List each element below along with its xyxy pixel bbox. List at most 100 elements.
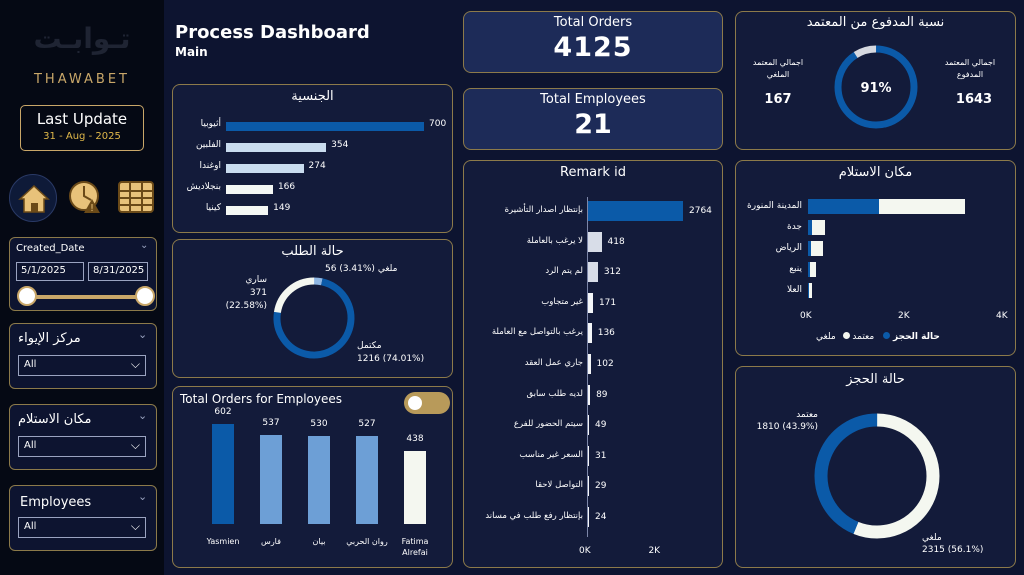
start-date-input[interactable]: 5/1/2025 [16, 262, 84, 281]
total-employees-label: Total Employees [540, 92, 646, 107]
remark-bar [587, 323, 592, 344]
employee-bar [308, 435, 330, 524]
remark-value: 2764 [689, 206, 712, 216]
remark-value: 49 [595, 420, 607, 431]
donut-slice [273, 277, 355, 359]
pickup-card: مكان الاستلام المدينة المنورة جدة الرياض ين… [735, 160, 1016, 356]
pickup-filter-value: All [24, 440, 37, 451]
employee-bar [404, 451, 426, 524]
remark-label: بإنتظار رفع طلب في مساند [485, 511, 583, 521]
pickup-bar-cancelled [808, 283, 812, 298]
remark-axis-line [587, 197, 588, 537]
booking-status-title: حالة الحجز [846, 372, 905, 387]
remark-label: غير متجاوب [541, 296, 583, 307]
employee-value: 537 [262, 417, 280, 428]
remark-bar [587, 201, 683, 221]
order-status-active-name: ساري [245, 275, 267, 285]
remark-label: لا يرغب بالعاملة [526, 235, 583, 246]
chevron-down-icon[interactable]: ⌄ [138, 328, 148, 341]
employees-filter-value: All [24, 521, 37, 532]
remark-label: سيتم الحضور للفرع [513, 419, 583, 430]
brand-name: THAWABET [33, 72, 130, 87]
employee-value: 527 [358, 419, 376, 430]
pickup-legend-title: حالة الحجز [892, 332, 940, 342]
pickup-bar-cancelled [809, 262, 816, 277]
paid-ratio-donut: 91% [834, 45, 918, 129]
pickup-bar-cancelled [879, 199, 965, 214]
sidebar: تـوابـت THAWABET Last Update 31 - Aug - … [0, 0, 164, 575]
employee-name: بيان [312, 537, 326, 546]
remark-tick-0: 0K [579, 546, 591, 556]
remark-value: 89 [596, 389, 608, 400]
remark-title: Remark id [560, 165, 626, 180]
nationality-value: 354 [331, 140, 349, 150]
employees-toggle[interactable] [404, 392, 450, 414]
pickup-bar-approved [808, 283, 809, 298]
total-orders-card: Total Orders 4125 [463, 11, 723, 73]
pickup-label: الرياض [775, 243, 802, 253]
chevron-down-icon[interactable]: ⌄ [138, 409, 148, 422]
employee-value: 602 [214, 407, 232, 417]
total-employees-card: Total Employees 21 [463, 88, 723, 150]
employee-bar [212, 424, 234, 524]
end-date-handle[interactable] [135, 286, 155, 306]
pickup-filter-select[interactable]: All ⌵ [18, 436, 146, 457]
nationality-card: الجنسية أثيوبيا 700 الفلبين 354 اوغندا 274 بنج… [172, 84, 453, 233]
remark-label: لم يتم الرد [545, 266, 583, 277]
chevron-down-icon: ⌵ [130, 438, 140, 452]
booking-label-approved: معتمد 1810 (43.9%) [756, 409, 818, 433]
chevron-down-icon[interactable]: ⌄ [140, 240, 149, 251]
remark-value: 136 [597, 328, 615, 339]
pickup-filter: مكان الاستلام ⌄ All ⌵ [9, 404, 157, 470]
shelter-filter-label: مركز الإيواء [18, 331, 81, 346]
pickup-filter-label: مكان الاستلام [18, 412, 92, 427]
date-slicer-label: Created_Date [16, 243, 85, 254]
last-update-card: Last Update 31 - Aug - 2025 [20, 105, 144, 151]
employee-bar [356, 436, 378, 524]
chevron-down-icon[interactable]: ⌄ [138, 490, 148, 503]
pickup-label: المدينة المنورة [747, 201, 802, 211]
nationality-bar [226, 206, 269, 215]
remark-value: 31 [595, 450, 607, 461]
remark-tick-1: 2K [648, 546, 661, 556]
remark-bar [587, 507, 589, 527]
nationality-label: بنجلاديش [186, 182, 221, 192]
legend-label-cancelled: ملغي [816, 332, 836, 342]
alerts-button[interactable]: ! [66, 177, 106, 217]
order-status-complete-name: مكتمل [357, 341, 382, 351]
booking-status-donut [814, 413, 940, 539]
end-date-input[interactable]: 8/31/2025 [88, 262, 148, 281]
shelter-filter-select[interactable]: All ⌵ [18, 355, 146, 376]
clock-alert-icon: ! [69, 181, 100, 214]
employees-card: Total Orders for Employees 602 Yasmien 537… [172, 386, 453, 568]
start-date-handle[interactable] [17, 286, 37, 306]
nationality-bar [226, 122, 424, 131]
pickup-bar-approved [808, 241, 812, 256]
remark-bar [587, 262, 598, 283]
pickup-tick: 0K [800, 311, 812, 321]
nationality-value: 274 [308, 161, 326, 171]
employees-filter-select[interactable]: All ⌵ [18, 517, 146, 538]
remark-label: لديه طلب سابق [526, 388, 583, 399]
remark-bar [587, 415, 589, 436]
table-button[interactable] [117, 180, 155, 214]
remark-label: التواصل لاحقا [535, 480, 583, 491]
home-button[interactable] [9, 174, 57, 222]
nationality-value: 149 [273, 203, 291, 213]
remark-bar [587, 292, 593, 313]
pickup-bar-cancelled [812, 220, 825, 235]
remark-label: السعر غير مناسب [519, 449, 583, 460]
remark-value: 418 [607, 236, 625, 247]
employee-bar [260, 434, 282, 524]
nationality-label: كينيا [205, 203, 221, 213]
pickup-label: جدة [786, 222, 802, 232]
legend-label-approved: معتمد [852, 332, 875, 342]
order-status-complete-value: 1216 (74.01%) [357, 354, 425, 364]
last-update-date: 31 - Aug - 2025 [43, 131, 121, 142]
home-icon [18, 184, 50, 213]
date-range-track [27, 295, 145, 299]
booking-status-card: حالة الحجز معتمد 1810 (43.9%) ملغي 2315 (5… [735, 366, 1016, 568]
pickup-label: ينبع [789, 264, 802, 274]
remark-value: 24 [595, 512, 607, 522]
last-update-label: Last Update [36, 110, 128, 128]
